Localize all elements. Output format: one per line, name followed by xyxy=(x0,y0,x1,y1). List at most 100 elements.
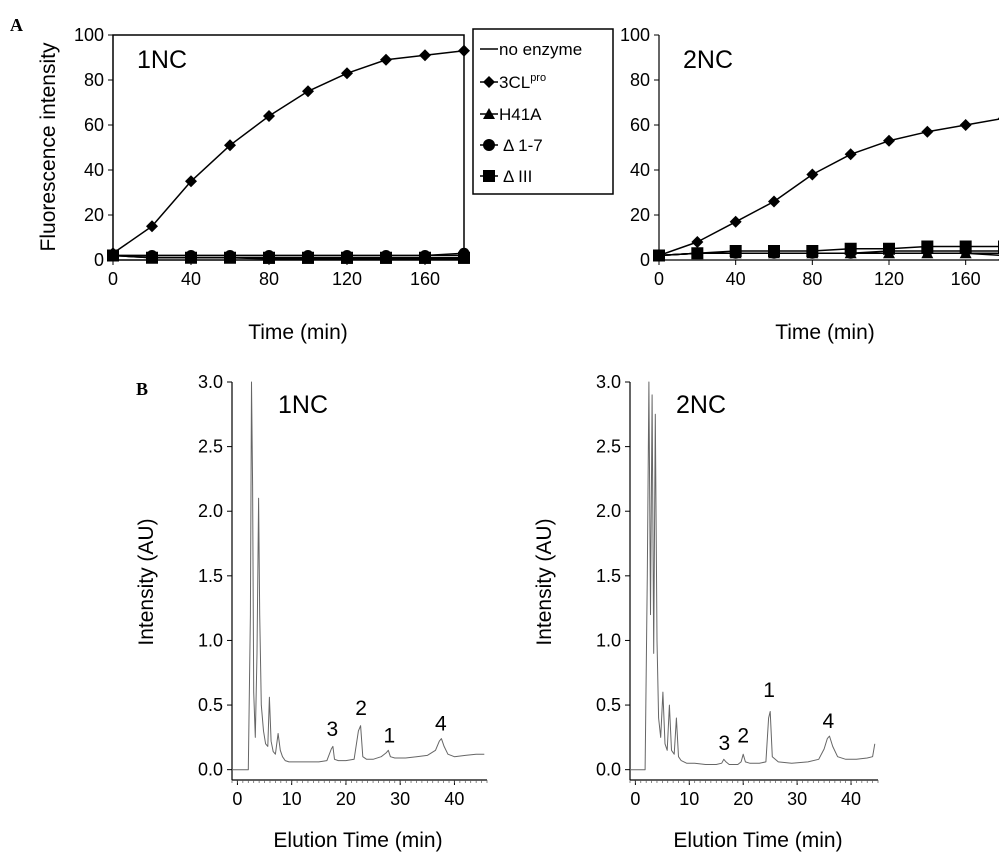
point-iii-9 xyxy=(458,251,470,264)
x-axis-title: Time (min) xyxy=(248,321,348,344)
plot-frame xyxy=(112,34,465,261)
point-3clpro-2 xyxy=(185,175,197,188)
x-tick-label: 40 xyxy=(181,269,201,289)
y-tick-label: 40 xyxy=(84,160,104,180)
panel-label-b: B xyxy=(136,379,148,399)
x-tick-label: 80 xyxy=(802,269,822,289)
chart-inset-title: 1NC xyxy=(278,391,328,419)
peak-label-2: 2 xyxy=(737,724,749,747)
y-axis-title: Intensity (AU) xyxy=(135,518,158,645)
legend-box xyxy=(472,28,614,195)
point-iii-3 xyxy=(768,245,780,257)
x-tick-label: 40 xyxy=(444,789,464,809)
point-iii-2 xyxy=(185,251,197,264)
legend-entry-delta-iii: Δ III xyxy=(480,167,532,186)
y-tick-label: 60 xyxy=(84,115,104,135)
point-3clpro-6 xyxy=(341,67,353,80)
y-tick-label: 20 xyxy=(630,205,650,225)
point-3clpro-2 xyxy=(729,215,742,228)
point-iii-3 xyxy=(224,251,236,264)
series-line-iii xyxy=(658,245,999,257)
y-tick-label: 60 xyxy=(630,115,650,135)
legend-label-delta-1-7: Δ 1-7 xyxy=(503,136,543,155)
peak-label-4: 4 xyxy=(823,710,835,733)
legend-entry-delta-1-7: Δ 1-7 xyxy=(480,136,543,155)
point-iii-1 xyxy=(691,247,704,260)
y-tick-label: 80 xyxy=(630,70,650,90)
y-tick-label: 3.0 xyxy=(596,372,621,392)
point-iii-7 xyxy=(380,251,392,264)
peak-label-1: 1 xyxy=(383,724,395,747)
point-iii-4 xyxy=(806,245,819,257)
chart-inset-title: 1NC xyxy=(137,46,187,74)
x-tick-label: 10 xyxy=(282,789,302,809)
y-tick-label: 2.5 xyxy=(198,437,223,457)
y-tick-label: 100 xyxy=(620,25,650,45)
point-3clpro-8 xyxy=(959,119,972,131)
legend-label-delta-iii: Δ III xyxy=(503,167,532,186)
legend-label-3clpro-base: 3CL xyxy=(499,73,530,92)
legend-entry-no-enzyme: no enzyme xyxy=(480,40,582,59)
point-iii-8 xyxy=(959,240,972,253)
y-tick-label: 2.0 xyxy=(198,501,223,521)
chart-a-2nc: 0 20 40 60 80 100 0 40 80 120 160 2NC Time (min) xyxy=(620,25,999,344)
point-3clpro-7 xyxy=(380,53,392,66)
legend-label-3clpro: 3CLpro xyxy=(499,72,546,92)
series-line-1-7 xyxy=(113,252,465,257)
x-tick-label: 120 xyxy=(874,269,904,289)
legend: no enzyme 3CLpro H41A Δ 1-7 Δ III xyxy=(472,28,614,195)
point-3clpro-5 xyxy=(302,85,314,98)
point-iii-1 xyxy=(146,251,158,264)
x-axis-title: Elution Time (min) xyxy=(273,829,442,852)
point-3clpro-4 xyxy=(806,168,819,181)
point-3clpro-7 xyxy=(921,125,934,138)
legend-label-no-enzyme: no enzyme xyxy=(499,40,582,59)
chart-inset-title: 2NC xyxy=(683,46,733,74)
chart-inset-title: 2NC xyxy=(676,391,726,419)
x-tick-label: 0 xyxy=(108,269,118,289)
x-tick-label: 160 xyxy=(410,269,440,289)
y-axis-title: Fluorescence intensity xyxy=(37,42,60,251)
x-tick-label: 160 xyxy=(951,269,981,289)
legend-entry-h41a: H41A xyxy=(480,105,542,124)
y-tick-label: 20 xyxy=(84,205,104,225)
diamond-marker-icon xyxy=(483,76,495,88)
x-tick-label: 80 xyxy=(259,269,279,289)
point-iii-5 xyxy=(302,251,314,264)
circle-marker-icon xyxy=(483,139,495,151)
x-tick-label: 30 xyxy=(390,789,410,809)
chart-b-2nc: 0.0 0.5 1.0 1.5 2.0 2.5 3.0 0 10 20 30 40 2NC Elution… xyxy=(533,372,879,852)
point-3clpro-4 xyxy=(263,110,275,122)
x-tick-label: 20 xyxy=(733,789,753,809)
point-3clpro-1 xyxy=(146,220,158,233)
y-tick-label: 1.5 xyxy=(198,566,223,586)
x-tick-label: 40 xyxy=(841,789,861,809)
peak-label-3: 3 xyxy=(719,732,731,755)
y-axis-title: Intensity (AU) xyxy=(533,518,556,645)
point-3clpro-3 xyxy=(224,139,236,152)
point-iii-8 xyxy=(419,251,431,264)
point-3clpro-3 xyxy=(768,195,780,208)
y-tick-label: 40 xyxy=(630,160,650,180)
series-line-trace xyxy=(232,381,485,771)
x-tick-label: 10 xyxy=(679,789,699,809)
y-tick-label: 0.0 xyxy=(198,760,223,780)
point-iii-0 xyxy=(653,249,665,262)
y-tick-label: 0 xyxy=(94,250,104,270)
point-iii-0 xyxy=(107,249,119,262)
legend-label-3clpro-sup: pro xyxy=(530,72,546,84)
point-3clpro-8 xyxy=(419,49,431,62)
y-tick-label: 1.0 xyxy=(198,630,223,650)
x-tick-label: 0 xyxy=(630,789,640,809)
x-axis-title: Time (min) xyxy=(775,321,875,344)
x-tick-label: 0 xyxy=(654,269,664,289)
x-tick-label: 40 xyxy=(726,269,746,289)
point-3clpro-9 xyxy=(458,44,470,57)
triangle-marker-icon xyxy=(483,108,495,119)
y-tick-label: 0.5 xyxy=(198,695,223,715)
legend-label-h41a: H41A xyxy=(499,105,542,124)
chart-a-1nc: 0 20 40 60 80 100 0 40 80 120 160 1NC Time (min) Fluo… xyxy=(37,25,470,344)
series-line-3clpro xyxy=(112,50,465,254)
peak-label-2: 2 xyxy=(355,697,367,720)
